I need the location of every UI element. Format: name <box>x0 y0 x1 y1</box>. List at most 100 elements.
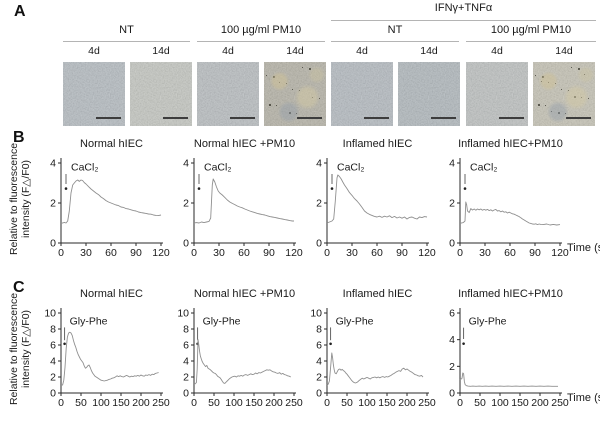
svg-text:50: 50 <box>75 397 87 409</box>
svg-text:0: 0 <box>316 388 322 400</box>
grain-texture <box>466 62 528 126</box>
particle-dot <box>273 76 275 78</box>
particle-dot <box>299 90 301 92</box>
day-label: 4d <box>88 45 100 57</box>
chart-title: Inflamed hIEC+PM10 <box>458 138 563 150</box>
svg-text:0: 0 <box>191 397 197 409</box>
svg-text:0: 0 <box>324 247 330 259</box>
chart-cell: Inflamed hIEC+PM10 0 2 4 0 30 60 90 120 CaCl₂ <box>434 138 569 263</box>
svg-text:Gly-Phe: Gly-Phe <box>336 316 374 328</box>
svg-text:120: 120 <box>418 247 436 259</box>
particle-dot <box>548 82 550 84</box>
particle-dot <box>269 104 271 106</box>
chart-title: Normal hIEC +PM10 <box>193 138 296 150</box>
group-header: 100 µg/ml PM10 <box>466 24 596 42</box>
particle-dot <box>571 67 573 69</box>
svg-text:200: 200 <box>531 397 549 409</box>
micrograph-nt-4d <box>63 62 125 126</box>
day-label: 4d <box>491 45 503 57</box>
y-axis-label-line2: intensity (F△/F0) <box>20 309 32 389</box>
particle-dot <box>565 113 567 115</box>
day-label: 14d <box>420 45 438 57</box>
particle-dot <box>266 75 268 77</box>
grain-texture <box>130 62 192 126</box>
svg-text:250: 250 <box>152 397 170 409</box>
line-chart: 0 2 4 6 0 50 100 150 200 250 Gly-Phe <box>449 308 569 410</box>
svg-text:4: 4 <box>449 334 455 346</box>
grain-texture <box>331 62 393 126</box>
svg-text:0: 0 <box>183 238 189 250</box>
chart-title: Inflamed hIEC <box>342 288 413 300</box>
svg-text:10: 10 <box>177 308 189 320</box>
svg-text:8: 8 <box>316 324 322 336</box>
scale-bar <box>499 117 524 119</box>
group-header-label: 100 µg/ml PM10 <box>220 24 302 36</box>
svg-text:10: 10 <box>310 308 322 320</box>
particle-dot <box>561 89 563 91</box>
particle-dot <box>588 98 590 100</box>
svg-text:200: 200 <box>265 397 283 409</box>
day-label: 14d <box>152 45 170 57</box>
particle-dot <box>574 96 576 98</box>
grain-texture <box>197 62 259 126</box>
svg-text:6: 6 <box>50 340 56 352</box>
chart-title: Normal hIEC +PM10 <box>193 288 296 300</box>
svg-text:30: 30 <box>479 247 491 259</box>
scale-bar <box>364 117 389 119</box>
svg-text:CaCl₂: CaCl₂ <box>71 162 98 174</box>
group-header: NT <box>331 24 459 42</box>
chart-cell: Normal hIEC 0 2 4 0 30 60 90 120 CaCl₂ <box>35 138 170 263</box>
svg-text:60: 60 <box>504 247 516 259</box>
particle-dot <box>538 104 540 106</box>
chart-cell: Inflamed hIEC+PM10 0 2 4 6 0 50 100 150 200 250 Gly… <box>434 288 569 413</box>
svg-text:60: 60 <box>105 247 117 259</box>
particle-dot <box>542 76 544 78</box>
svg-text:100: 100 <box>225 397 243 409</box>
svg-text:250: 250 <box>418 397 436 409</box>
scale-bar <box>96 117 121 119</box>
svg-text:2: 2 <box>449 198 455 210</box>
line-chart: 0 2 4 0 30 60 90 120 CaCl₂ <box>316 158 436 260</box>
particle-dot <box>276 105 278 107</box>
svg-text:150: 150 <box>245 397 263 409</box>
svg-text:2: 2 <box>50 198 56 210</box>
svg-text:CaCl₂: CaCl₂ <box>337 162 364 174</box>
particle-dot <box>279 82 281 84</box>
particle-dot <box>296 113 298 115</box>
span-header-label: IFNγ+TNFα <box>434 2 493 14</box>
svg-text:Gly-Phe: Gly-Phe <box>203 316 241 328</box>
particle-dot <box>568 90 570 92</box>
svg-text:8: 8 <box>183 324 189 336</box>
scale-bar <box>163 117 188 119</box>
particle-dot <box>584 74 586 76</box>
svg-text:50: 50 <box>208 397 220 409</box>
grain-texture <box>533 62 595 126</box>
svg-text:0: 0 <box>449 238 455 250</box>
svg-text:90: 90 <box>396 247 408 259</box>
svg-text:Gly-Phe: Gly-Phe <box>469 315 507 327</box>
svg-text:100: 100 <box>491 397 509 409</box>
svg-text:120: 120 <box>152 247 170 259</box>
day-label: 4d <box>356 45 368 57</box>
svg-text:Gly-Phe: Gly-Phe <box>70 316 108 328</box>
particle-dot <box>555 83 557 85</box>
day-label: 4d <box>222 45 234 57</box>
group-header-label: NT <box>119 24 134 36</box>
span-header-ifng-tnfa: IFNγ+TNFα <box>331 2 596 21</box>
particle-dot <box>292 89 294 91</box>
svg-text:0: 0 <box>183 388 189 400</box>
svg-text:4: 4 <box>183 158 189 170</box>
panel-c-time-axis-label: Time (s) <box>567 392 600 404</box>
panel-a-letter: A <box>14 3 26 20</box>
group-header-label: NT <box>387 24 403 36</box>
panel-b-chart-row: Relative to fluorescence intensity (F△/F… <box>0 138 600 263</box>
micrograph-ifng-tnfa-pm10-4d <box>466 62 528 126</box>
particle-dot <box>286 83 288 85</box>
svg-text:100: 100 <box>92 397 110 409</box>
svg-text:200: 200 <box>398 397 416 409</box>
scale-bar <box>566 117 591 119</box>
particle-dot <box>302 67 304 69</box>
svg-text:200: 200 <box>132 397 150 409</box>
grain-texture <box>264 62 326 126</box>
